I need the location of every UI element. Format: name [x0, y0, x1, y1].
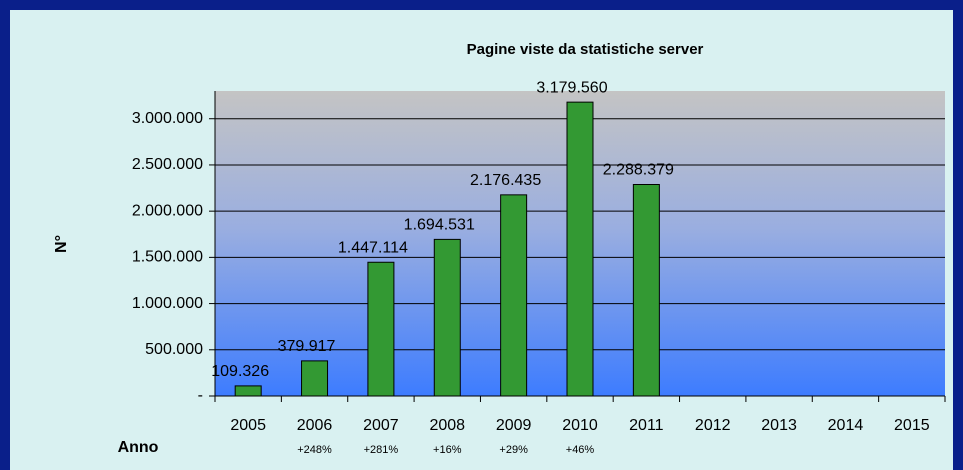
y-tick-label: 1.500.000 — [132, 249, 203, 266]
x-tick-label: 2006 — [297, 417, 333, 434]
bar — [500, 194, 528, 397]
y-tick-label: 500.000 — [145, 341, 203, 358]
x-tick-label: 2015 — [894, 417, 930, 434]
x-tick-label: 2011 — [629, 417, 664, 434]
x-tick-label: 2009 — [496, 417, 532, 434]
bar — [301, 360, 329, 397]
data-label: 1.694.531 — [404, 217, 475, 234]
x-tick-label: 2014 — [828, 417, 864, 434]
y-tick-label: - — [198, 387, 203, 404]
data-label: 379.917 — [278, 338, 336, 355]
y-tick-label: 3.000.000 — [132, 110, 203, 127]
x-tick-label: 2013 — [761, 417, 797, 434]
y-tick-label: 2.000.000 — [132, 202, 203, 219]
data-label: 109.326 — [211, 363, 269, 380]
growth-label: +248% — [297, 444, 332, 456]
y-tick-label: 1.000.000 — [132, 295, 203, 312]
x-tick-label: 2007 — [363, 417, 399, 434]
x-axis-title: Anno — [118, 439, 159, 456]
data-label: 2.176.435 — [470, 172, 541, 189]
x-tick-label: 2008 — [429, 417, 465, 434]
data-label: 3.179.560 — [536, 79, 607, 96]
bar — [433, 238, 461, 397]
growth-label: +46% — [566, 444, 595, 456]
bar — [632, 183, 660, 397]
data-label: 2.288.379 — [603, 162, 674, 179]
x-tick-label: 2012 — [695, 417, 731, 434]
growth-label: +29% — [499, 444, 528, 456]
bar — [566, 101, 594, 397]
bar — [234, 385, 262, 397]
growth-label: +16% — [433, 444, 462, 456]
chart-title: Pagine viste da statistiche server — [467, 41, 704, 58]
y-tick-label: 2.500.000 — [132, 156, 203, 173]
growth-label: +281% — [364, 444, 399, 456]
bar — [367, 261, 395, 397]
y-axis-title: N° — [53, 235, 70, 253]
x-tick-label: 2005 — [230, 417, 266, 434]
data-label: 1.447.114 — [338, 239, 408, 256]
x-tick-label: 2010 — [562, 417, 598, 434]
